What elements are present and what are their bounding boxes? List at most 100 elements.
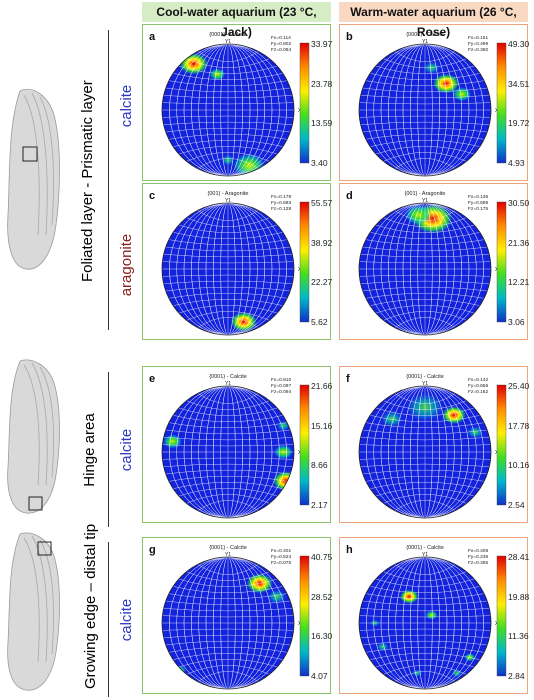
colorbar-tick-label: 2.54	[508, 500, 525, 510]
colorbar-tick-label: 55.57	[311, 198, 332, 208]
texture-index-fz: Fz=0.075	[271, 560, 291, 566]
pole-figure-svg-d: {001} - Aragonite d Fx=0.136Fy=0.689Fz=0.1…	[346, 190, 529, 336]
axis-label-y1: Y1	[225, 39, 231, 45]
divider-hinge	[108, 372, 109, 527]
phase-label-calcite-3: calcite	[118, 598, 135, 642]
colorbar-tick-label: 4.07	[311, 671, 328, 681]
divider-growing	[108, 542, 109, 697]
panel-letter: h	[346, 544, 353, 556]
colorbar-tick-label: 40.75	[311, 552, 332, 562]
colorbar-tick-label: 28.41	[508, 552, 529, 562]
texture-index-fx: Fx=0.114	[271, 35, 291, 41]
panel-letter: b	[346, 31, 353, 43]
intensity-spot	[467, 426, 484, 439]
intensity-spot	[399, 589, 419, 604]
colorbar-tick-label: 13.59	[311, 118, 332, 128]
colorbar-tick-label: 12.21	[508, 277, 529, 287]
axis-label-y1: Y1	[422, 552, 428, 558]
texture-index-fy: Fy=0.236	[468, 554, 488, 560]
pole-figure-panel-a: {0001} - Calcite a Fx=0.114 Fy=0.802 Fz=0.08…	[142, 24, 332, 181]
intensity-spot	[451, 669, 462, 678]
intensity-spot	[163, 434, 182, 449]
panel-title: {0001} - Calcite	[209, 545, 247, 551]
colorbar-tick-label: 23.78	[311, 79, 332, 89]
panel-title: {0001} - Calcite	[209, 374, 247, 380]
intensity-spot	[412, 669, 422, 677]
stereonet-grid	[162, 557, 294, 689]
texture-index-fx: Fx=0.401	[271, 548, 291, 554]
colorbar-tick-label: 49.30	[508, 39, 529, 49]
colorbar-tick-label: 25.40	[508, 381, 529, 391]
column-header-cool: Cool-water aquarium (23 °C, Jack)	[142, 2, 331, 39]
texture-index-fz: Fz=0.084	[271, 47, 291, 53]
colorbar-tick-label: 15.16	[311, 421, 332, 431]
intensity-spot	[267, 589, 287, 604]
colorbar-tick-label: 19.72	[508, 118, 529, 128]
texture-index-fx: Fx=0.179	[271, 194, 291, 200]
texture-index-fz: Fz=0.350	[468, 47, 488, 53]
panel-title: {0001} - Calcite	[406, 545, 444, 551]
colorbar-tick-label: 38.92	[311, 238, 332, 248]
colorbar-tick-label: 2.84	[508, 671, 525, 681]
texture-index-fx: Fx=0.151	[468, 35, 488, 41]
colorbar-tick-label: 11.36	[508, 631, 529, 641]
pole-figure-panel-f: {0001} - Calcite f Fx=0.142 Fy=0.656 Fz=0.16…	[339, 366, 529, 523]
panel-letter: d	[346, 190, 353, 202]
texture-index-fy: Fy=0.656	[468, 383, 488, 389]
colorbar-tick-label: 28.52	[311, 592, 332, 602]
colorbar-tick-label: 34.51	[508, 79, 529, 89]
panel-letter: c	[149, 190, 155, 202]
panel-title: {0001} - Calcite	[209, 32, 247, 38]
stereonet-grid	[359, 203, 491, 335]
intensity-spot	[230, 311, 258, 332]
colorbar	[496, 555, 507, 677]
intensity-spot	[381, 411, 403, 427]
colorbar	[299, 555, 310, 677]
pole-figure-panel-g: {0001} - Calcite g Fx=0.401 Fy=0.524 Fz=0.07…	[142, 537, 332, 694]
shell-illustration-2	[7, 359, 60, 514]
stereonet-grid	[162, 203, 294, 335]
panel-letter: e	[149, 373, 155, 385]
colorbar	[299, 201, 310, 323]
axis-label-y1: Y1	[225, 552, 231, 558]
panel-letter: g	[149, 544, 156, 556]
colorbar-tick-label: 19.88	[508, 592, 529, 602]
panel-letter: a	[149, 31, 156, 43]
region-label-hinge: Hinge area	[81, 413, 98, 487]
texture-index-fy: Fy=0.499	[468, 41, 488, 47]
intensity-spot	[405, 204, 432, 225]
axis-label-y1: Y1	[422, 198, 428, 204]
axis-label-y1: Y1	[225, 381, 231, 387]
texture-index-fx: Fx=0.408	[468, 548, 488, 554]
stereonet-grid	[162, 386, 294, 518]
pole-figure-panel-b: {0001} - Calcite b Fx=0.151 Fy=0.499 Fz=0.35…	[339, 24, 529, 181]
colorbar	[496, 201, 507, 323]
colorbar-tick-label: 16.30	[311, 631, 332, 641]
texture-index-fz: Fz=0.094	[271, 389, 291, 395]
texture-index-fz: Fz=0.128	[271, 206, 291, 212]
texture-index-fy: Fy=0.802	[271, 41, 291, 47]
intensity-spot	[209, 68, 226, 81]
region-label-foliated: Foliated layer - Prismatic layer	[79, 80, 96, 282]
colorbar-tick-label: 21.66	[311, 381, 332, 391]
texture-index-fz: Fz=0.175	[468, 206, 488, 212]
colorbar-tick-label: 5.62	[311, 317, 328, 327]
pole-figure-panel-c: {001} - Aragonite c Fx=0.179 Fy=0.693 Fz=0.1…	[142, 183, 332, 340]
stereonet-grid	[359, 557, 491, 689]
panel-title: {0001} - Calcite	[406, 32, 444, 38]
colorbar-tick-label: 17.78	[508, 421, 529, 431]
phase-label-aragonite: aragonite	[118, 233, 135, 297]
panel-title: {001} - Aragonite	[208, 191, 249, 197]
colorbar	[299, 384, 310, 506]
colorbar-tick-label: 10.16	[508, 460, 529, 470]
axis-label-y1: Y1	[422, 381, 428, 387]
colorbar-tick-label: 3.06	[508, 317, 525, 327]
pole-figure-svg-e: {0001} - Calcite e Fx=0.810Fy=0.097Fz=0.09…	[149, 373, 332, 519]
colorbar-tick-label: 33.97	[311, 39, 332, 49]
colorbar-tick-label: 22.27	[311, 277, 332, 287]
texture-index-fx: Fx=0.142	[468, 377, 488, 383]
intensity-spot	[376, 642, 389, 652]
stereonet-grid	[162, 44, 294, 176]
axis-label-y1: Y1	[422, 39, 428, 45]
colorbar-tick-label: 30.50	[508, 198, 529, 208]
